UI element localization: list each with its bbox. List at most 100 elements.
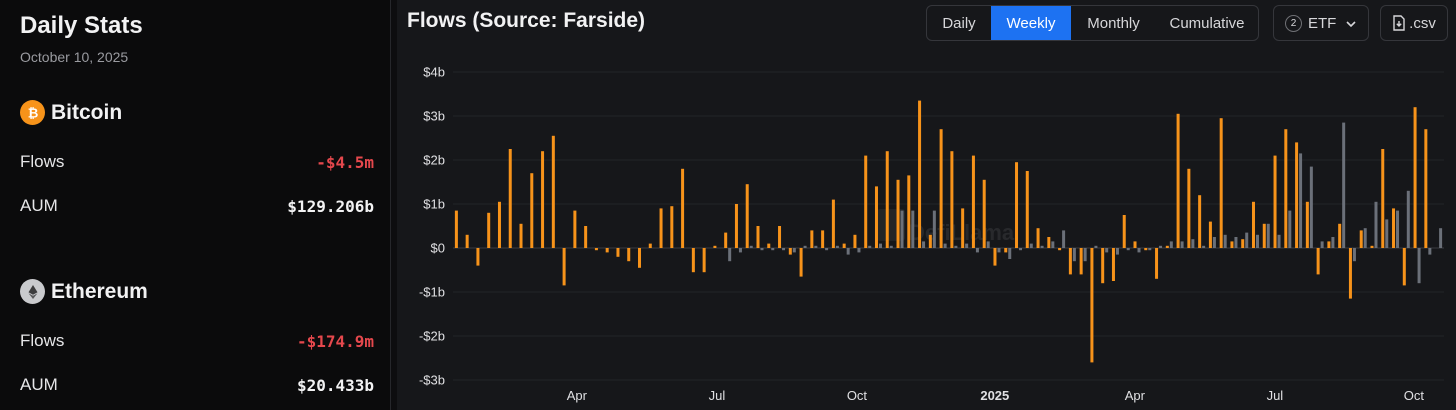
bitcoin-flow-bar[interactable] bbox=[1165, 245, 1169, 248]
ethereum-flow-bar[interactable] bbox=[1266, 223, 1270, 248]
ethereum-flow-bar[interactable] bbox=[1342, 122, 1346, 248]
ethereum-flow-bar[interactable] bbox=[1169, 241, 1173, 248]
ethereum-flow-bar[interactable] bbox=[1029, 243, 1033, 248]
bitcoin-flow-bar[interactable] bbox=[778, 226, 782, 248]
download-csv-button[interactable]: .csv bbox=[1380, 5, 1448, 41]
ethereum-flow-bar[interactable] bbox=[975, 248, 979, 253]
bitcoin-flow-bar[interactable] bbox=[584, 226, 588, 248]
bitcoin-flow-bar[interactable] bbox=[1402, 248, 1406, 286]
ethereum-flow-bar[interactable] bbox=[1428, 248, 1432, 255]
bitcoin-flow-bar[interactable] bbox=[1262, 223, 1266, 248]
bitcoin-flow-bar[interactable] bbox=[853, 234, 857, 248]
bitcoin-flow-bar[interactable] bbox=[1090, 248, 1094, 363]
bitcoin-flow-bar[interactable] bbox=[519, 223, 523, 248]
ethereum-flow-bar[interactable] bbox=[814, 245, 818, 248]
bitcoin-flow-bar[interactable] bbox=[638, 248, 642, 268]
bitcoin-flow-bar[interactable] bbox=[1047, 237, 1051, 248]
ethereum-flow-bar[interactable] bbox=[1288, 210, 1292, 248]
bitcoin-flow-bar[interactable] bbox=[476, 248, 480, 266]
bitcoin-flow-bar[interactable] bbox=[724, 232, 728, 248]
bitcoin-flow-bar[interactable] bbox=[1413, 107, 1417, 248]
ethereum-flow-bar[interactable] bbox=[760, 248, 764, 251]
ethereum-flow-bar[interactable] bbox=[738, 248, 742, 253]
ethereum-flow-bar[interactable] bbox=[846, 248, 850, 255]
bitcoin-flow-bar[interactable] bbox=[1058, 248, 1062, 251]
bitcoin-flow-bar[interactable] bbox=[1230, 241, 1234, 248]
ethereum-flow-bar[interactable] bbox=[1062, 230, 1066, 248]
bitcoin-flow-bar[interactable] bbox=[627, 248, 631, 262]
bitcoin-flow-bar[interactable] bbox=[508, 149, 512, 248]
ethereum-flow-bar[interactable] bbox=[889, 245, 893, 248]
bitcoin-flow-bar[interactable] bbox=[756, 226, 760, 248]
bitcoin-flow-bar[interactable] bbox=[1251, 201, 1255, 248]
ethereum-flow-bar[interactable] bbox=[825, 248, 829, 251]
ethereum-flow-bar[interactable] bbox=[954, 245, 958, 248]
bitcoin-flow-bar[interactable] bbox=[691, 248, 695, 273]
bitcoin-flow-bar[interactable] bbox=[616, 248, 620, 257]
bitcoin-flow-bar[interactable] bbox=[541, 151, 545, 248]
bitcoin-flow-bar[interactable] bbox=[1273, 155, 1277, 248]
bitcoin-flow-bar[interactable] bbox=[971, 155, 975, 248]
ethereum-flow-bar[interactable] bbox=[857, 248, 861, 253]
bitcoin-flow-bar[interactable] bbox=[745, 184, 749, 248]
ethereum-flow-bar[interactable] bbox=[1212, 237, 1216, 248]
bitcoin-flow-bar[interactable] bbox=[885, 151, 889, 248]
ethereum-flow-bar[interactable] bbox=[900, 210, 904, 248]
bitcoin-flow-bar[interactable] bbox=[1111, 248, 1115, 281]
bitcoin-flow-bar[interactable] bbox=[605, 248, 609, 253]
ethereum-flow-bar[interactable] bbox=[911, 210, 915, 248]
bitcoin-flow-bar[interactable] bbox=[713, 245, 717, 248]
ethereum-flow-bar[interactable] bbox=[1277, 234, 1281, 248]
bitcoin-flow-bar[interactable] bbox=[681, 168, 685, 248]
ethereum-flow-bar[interactable] bbox=[1008, 248, 1012, 259]
bitcoin-flow-bar[interactable] bbox=[928, 234, 932, 248]
bitcoin-flow-bar[interactable] bbox=[1144, 248, 1148, 251]
ethereum-flow-bar[interactable] bbox=[1234, 237, 1238, 248]
bitcoin-flow-bar[interactable] bbox=[530, 173, 534, 248]
ethereum-flow-bar[interactable] bbox=[932, 210, 936, 248]
ethereum-flow-bar[interactable] bbox=[1126, 248, 1130, 251]
bitcoin-flow-bar[interactable] bbox=[1359, 230, 1363, 248]
bitcoin-flow-bar[interactable] bbox=[1348, 248, 1352, 299]
ethereum-flow-bar[interactable] bbox=[1072, 248, 1076, 262]
ethereum-flow-bar[interactable] bbox=[1417, 248, 1421, 284]
ethereum-flow-bar[interactable] bbox=[749, 245, 753, 248]
bitcoin-flow-bar[interactable] bbox=[551, 135, 555, 248]
ethereum-flow-bar[interactable] bbox=[1094, 245, 1098, 248]
bitcoin-flow-bar[interactable] bbox=[734, 204, 738, 248]
bitcoin-flow-bar[interactable] bbox=[1284, 129, 1288, 248]
bitcoin-flow-bar[interactable] bbox=[1155, 248, 1159, 279]
ethereum-flow-bar[interactable] bbox=[1115, 248, 1119, 255]
bitcoin-flow-bar[interactable] bbox=[1198, 195, 1202, 248]
bitcoin-flow-bar[interactable] bbox=[1176, 113, 1180, 248]
bitcoin-flow-bar[interactable] bbox=[1101, 248, 1105, 284]
ethereum-flow-bar[interactable] bbox=[728, 248, 732, 262]
bitcoin-flow-bar[interactable] bbox=[497, 201, 501, 248]
bitcoin-flow-bar[interactable] bbox=[1295, 142, 1299, 248]
bitcoin-flow-bar[interactable] bbox=[788, 248, 792, 255]
bitcoin-flow-bar[interactable] bbox=[1025, 171, 1029, 248]
bitcoin-flow-bar[interactable] bbox=[961, 208, 965, 248]
ethereum-flow-bar[interactable] bbox=[1299, 153, 1303, 248]
bitcoin-flow-bar[interactable] bbox=[1305, 201, 1309, 248]
tab-weekly[interactable]: Weekly bbox=[991, 6, 1071, 40]
ethereum-flow-bar[interactable] bbox=[1202, 245, 1206, 248]
bitcoin-flow-bar[interactable] bbox=[1004, 248, 1008, 253]
bitcoin-flow-bar[interactable] bbox=[799, 248, 803, 277]
ethereum-flow-bar[interactable] bbox=[1159, 245, 1163, 248]
bitcoin-flow-bar[interactable] bbox=[1219, 118, 1223, 248]
bitcoin-flow-bar[interactable] bbox=[1079, 248, 1083, 275]
bitcoin-flow-bar[interactable] bbox=[982, 179, 986, 248]
bitcoin-flow-bar[interactable] bbox=[648, 243, 652, 248]
ethereum-flow-bar[interactable] bbox=[1309, 166, 1313, 248]
ethereum-flow-bar[interactable] bbox=[1352, 248, 1356, 262]
etf-filter-dropdown[interactable]: 2 ETF bbox=[1273, 5, 1369, 41]
bitcoin-flow-bar[interactable] bbox=[939, 129, 943, 248]
bitcoin-flow-bar[interactable] bbox=[1036, 228, 1040, 248]
ethereum-flow-bar[interactable] bbox=[1363, 228, 1367, 248]
bitcoin-flow-bar[interactable] bbox=[950, 151, 954, 248]
ethereum-flow-bar[interactable] bbox=[1439, 228, 1443, 248]
bitcoin-flow-bar[interactable] bbox=[573, 210, 577, 248]
bitcoin-flow-bar[interactable] bbox=[874, 186, 878, 248]
ethereum-flow-bar[interactable] bbox=[1396, 210, 1400, 248]
